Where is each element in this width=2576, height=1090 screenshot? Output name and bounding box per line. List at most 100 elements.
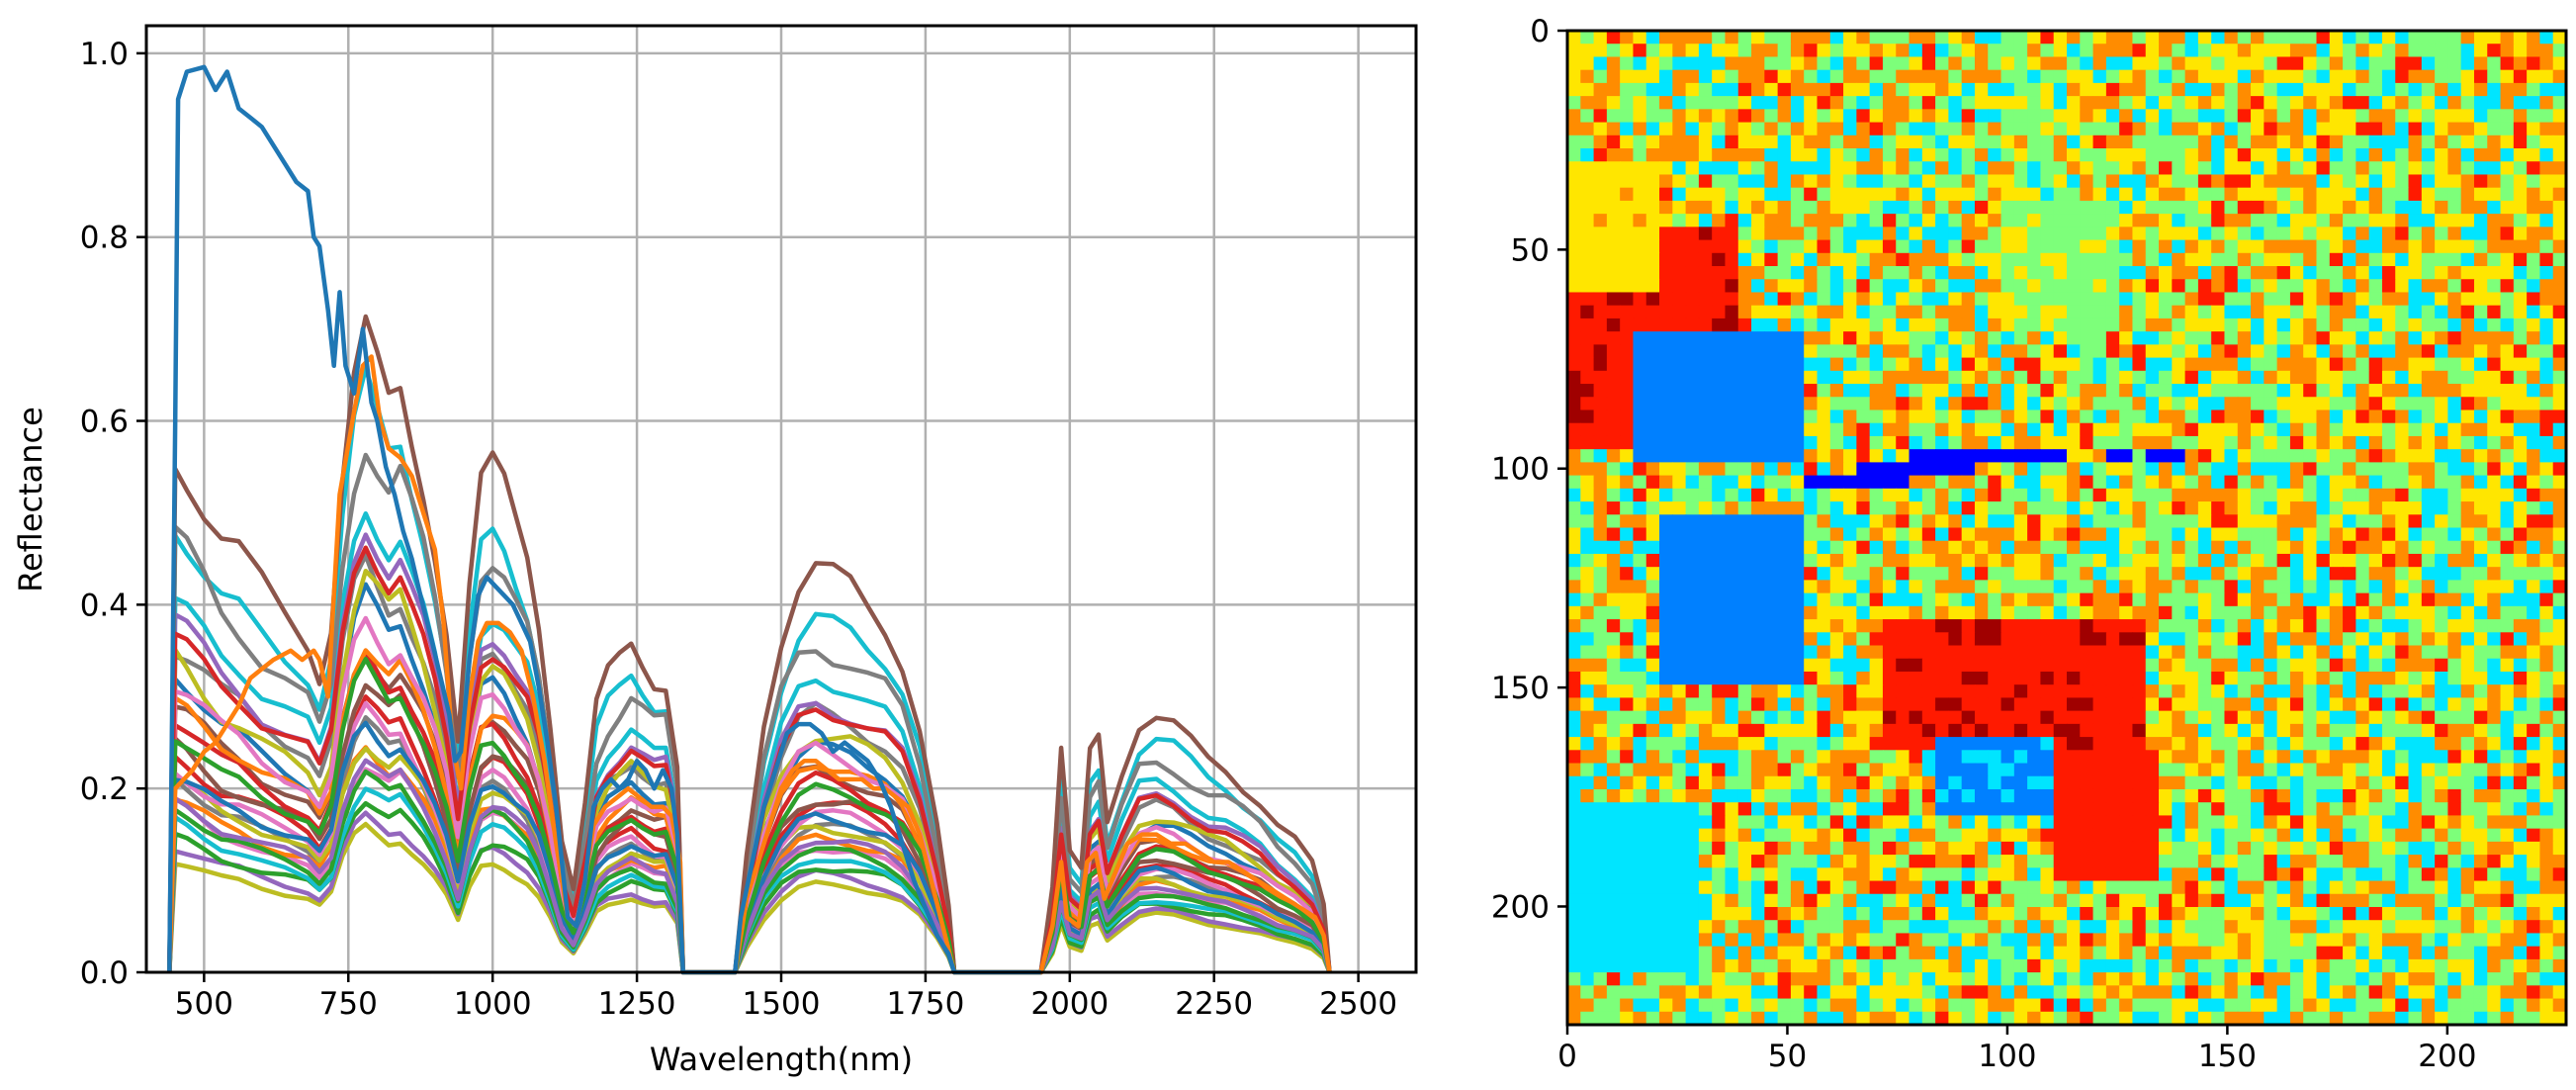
heatmap-cell xyxy=(2408,422,2423,437)
heatmap-cell xyxy=(1764,370,1779,385)
heatmap-cell xyxy=(2381,658,2396,673)
heatmap-cell xyxy=(2145,671,2160,685)
heatmap-cell xyxy=(2381,96,2396,110)
heatmap-cell xyxy=(1567,592,1581,607)
heatmap-cell xyxy=(2067,592,2081,607)
heatmap-cell xyxy=(1988,658,2002,673)
heatmap-cell xyxy=(1921,174,1936,189)
heatmap-cell xyxy=(2303,514,2318,529)
heatmap-cell xyxy=(2539,397,2554,411)
heatmap-cell xyxy=(2237,750,2252,765)
heatmap-cell xyxy=(1829,370,1844,385)
heatmap-cell xyxy=(2473,370,2488,385)
heatmap-cell xyxy=(1567,135,1581,149)
heatmap-cell xyxy=(1698,161,1713,176)
heatmap-cell xyxy=(1843,318,1857,332)
heatmap-cell xyxy=(1817,122,1831,136)
heatmap-cell xyxy=(2211,723,2226,738)
heatmap-cell xyxy=(2329,187,2344,202)
heatmap-cell xyxy=(2172,501,2186,515)
heatmap-cell xyxy=(2197,187,2212,202)
heatmap-cell xyxy=(2408,855,2423,868)
heatmap-cell xyxy=(1685,514,1700,529)
heatmap-cell xyxy=(2513,109,2528,124)
heatmap-cell xyxy=(2408,227,2423,241)
heatmap-cell xyxy=(2040,148,2055,162)
heatmap-cell xyxy=(2237,855,2252,868)
heatmap-cell xyxy=(2119,658,2134,673)
heatmap-cell xyxy=(2053,802,2068,817)
heatmap-cell xyxy=(2251,645,2265,660)
heatmap-cell xyxy=(1790,148,1805,162)
heatmap-cell xyxy=(2172,318,2186,332)
line-x-tick-label: 1250 xyxy=(598,986,676,1022)
heatmap-cell xyxy=(2276,737,2291,751)
heatmap-cell xyxy=(2381,540,2396,555)
heatmap-cell xyxy=(2487,422,2502,437)
heatmap-cell xyxy=(1882,422,1897,437)
heatmap-cell xyxy=(1843,214,1857,227)
heatmap-cell xyxy=(2067,422,2081,437)
heatmap-cell xyxy=(1790,44,1805,58)
heatmap-cell xyxy=(1843,56,1857,71)
heatmap-cell xyxy=(1817,357,1831,372)
heatmap-cell xyxy=(1751,109,1765,124)
heatmap-cell xyxy=(2080,384,2094,398)
heatmap-cell xyxy=(1725,109,1739,124)
heatmap-cell xyxy=(1620,435,1635,450)
heatmap-cell xyxy=(2184,658,2199,673)
heatmap-cell xyxy=(2053,658,2068,673)
heatmap-cell xyxy=(2500,527,2515,542)
heatmap-cell xyxy=(1725,671,1739,685)
heatmap-cell xyxy=(2447,750,2462,765)
heatmap-cell xyxy=(1737,44,1752,58)
heatmap-cell xyxy=(2145,828,2160,843)
heatmap-cell xyxy=(1869,488,1884,502)
heatmap-cell xyxy=(1593,187,1608,202)
heatmap-cell xyxy=(2251,122,2265,136)
heatmap-cell xyxy=(1633,710,1647,725)
heatmap-cell xyxy=(1817,462,1831,477)
heatmap-cell xyxy=(2408,841,2423,856)
heatmap-cell xyxy=(1909,841,1923,856)
heatmap-cell xyxy=(1843,802,1857,817)
heatmap-cell xyxy=(2343,527,2356,542)
heatmap-cell xyxy=(2408,671,2423,685)
heatmap-cell xyxy=(1672,645,1687,660)
heatmap-cell xyxy=(1829,750,1844,765)
heatmap-cell xyxy=(2447,775,2462,790)
heatmap-cell xyxy=(2329,357,2344,372)
heatmap-cell xyxy=(1633,828,1647,843)
heatmap-cell xyxy=(2159,384,2173,398)
heatmap-cell xyxy=(1751,239,1765,254)
heatmap-cell xyxy=(2080,527,2094,542)
heatmap-cell xyxy=(1712,82,1727,97)
heatmap-cell xyxy=(1882,435,1897,450)
heatmap-cell xyxy=(1645,279,1660,294)
heatmap-cell xyxy=(1712,750,1727,765)
heatmap-cell xyxy=(2447,252,2462,267)
heatmap-cell xyxy=(1685,239,1700,254)
heatmap-cell xyxy=(2276,370,2291,385)
heatmap-cell xyxy=(2251,775,2265,790)
heatmap-cell xyxy=(2105,44,2120,58)
heatmap-cell xyxy=(2224,82,2239,97)
heatmap-cell xyxy=(1580,788,1595,803)
heatmap-cell xyxy=(1804,592,1819,607)
heatmap-cell xyxy=(2211,619,2226,633)
heatmap-cell xyxy=(1869,135,1884,149)
heatmap-cell xyxy=(1712,592,1727,607)
heatmap-cell xyxy=(1737,488,1752,502)
heatmap-cell xyxy=(1921,775,1936,790)
heatmap-cell xyxy=(2197,619,2212,633)
heatmap-cell xyxy=(2500,449,2515,463)
heatmap-cell xyxy=(2105,187,2120,202)
heatmap-cell xyxy=(1856,122,1871,136)
heatmap-cell xyxy=(2487,109,2502,124)
heatmap-cell xyxy=(1896,370,1910,385)
heatmap-cell xyxy=(1843,252,1857,267)
heatmap-cell xyxy=(2500,109,2515,124)
heatmap-cell xyxy=(1974,56,1989,71)
heatmap-cell xyxy=(1804,69,1819,84)
heatmap-cell xyxy=(1737,645,1752,660)
